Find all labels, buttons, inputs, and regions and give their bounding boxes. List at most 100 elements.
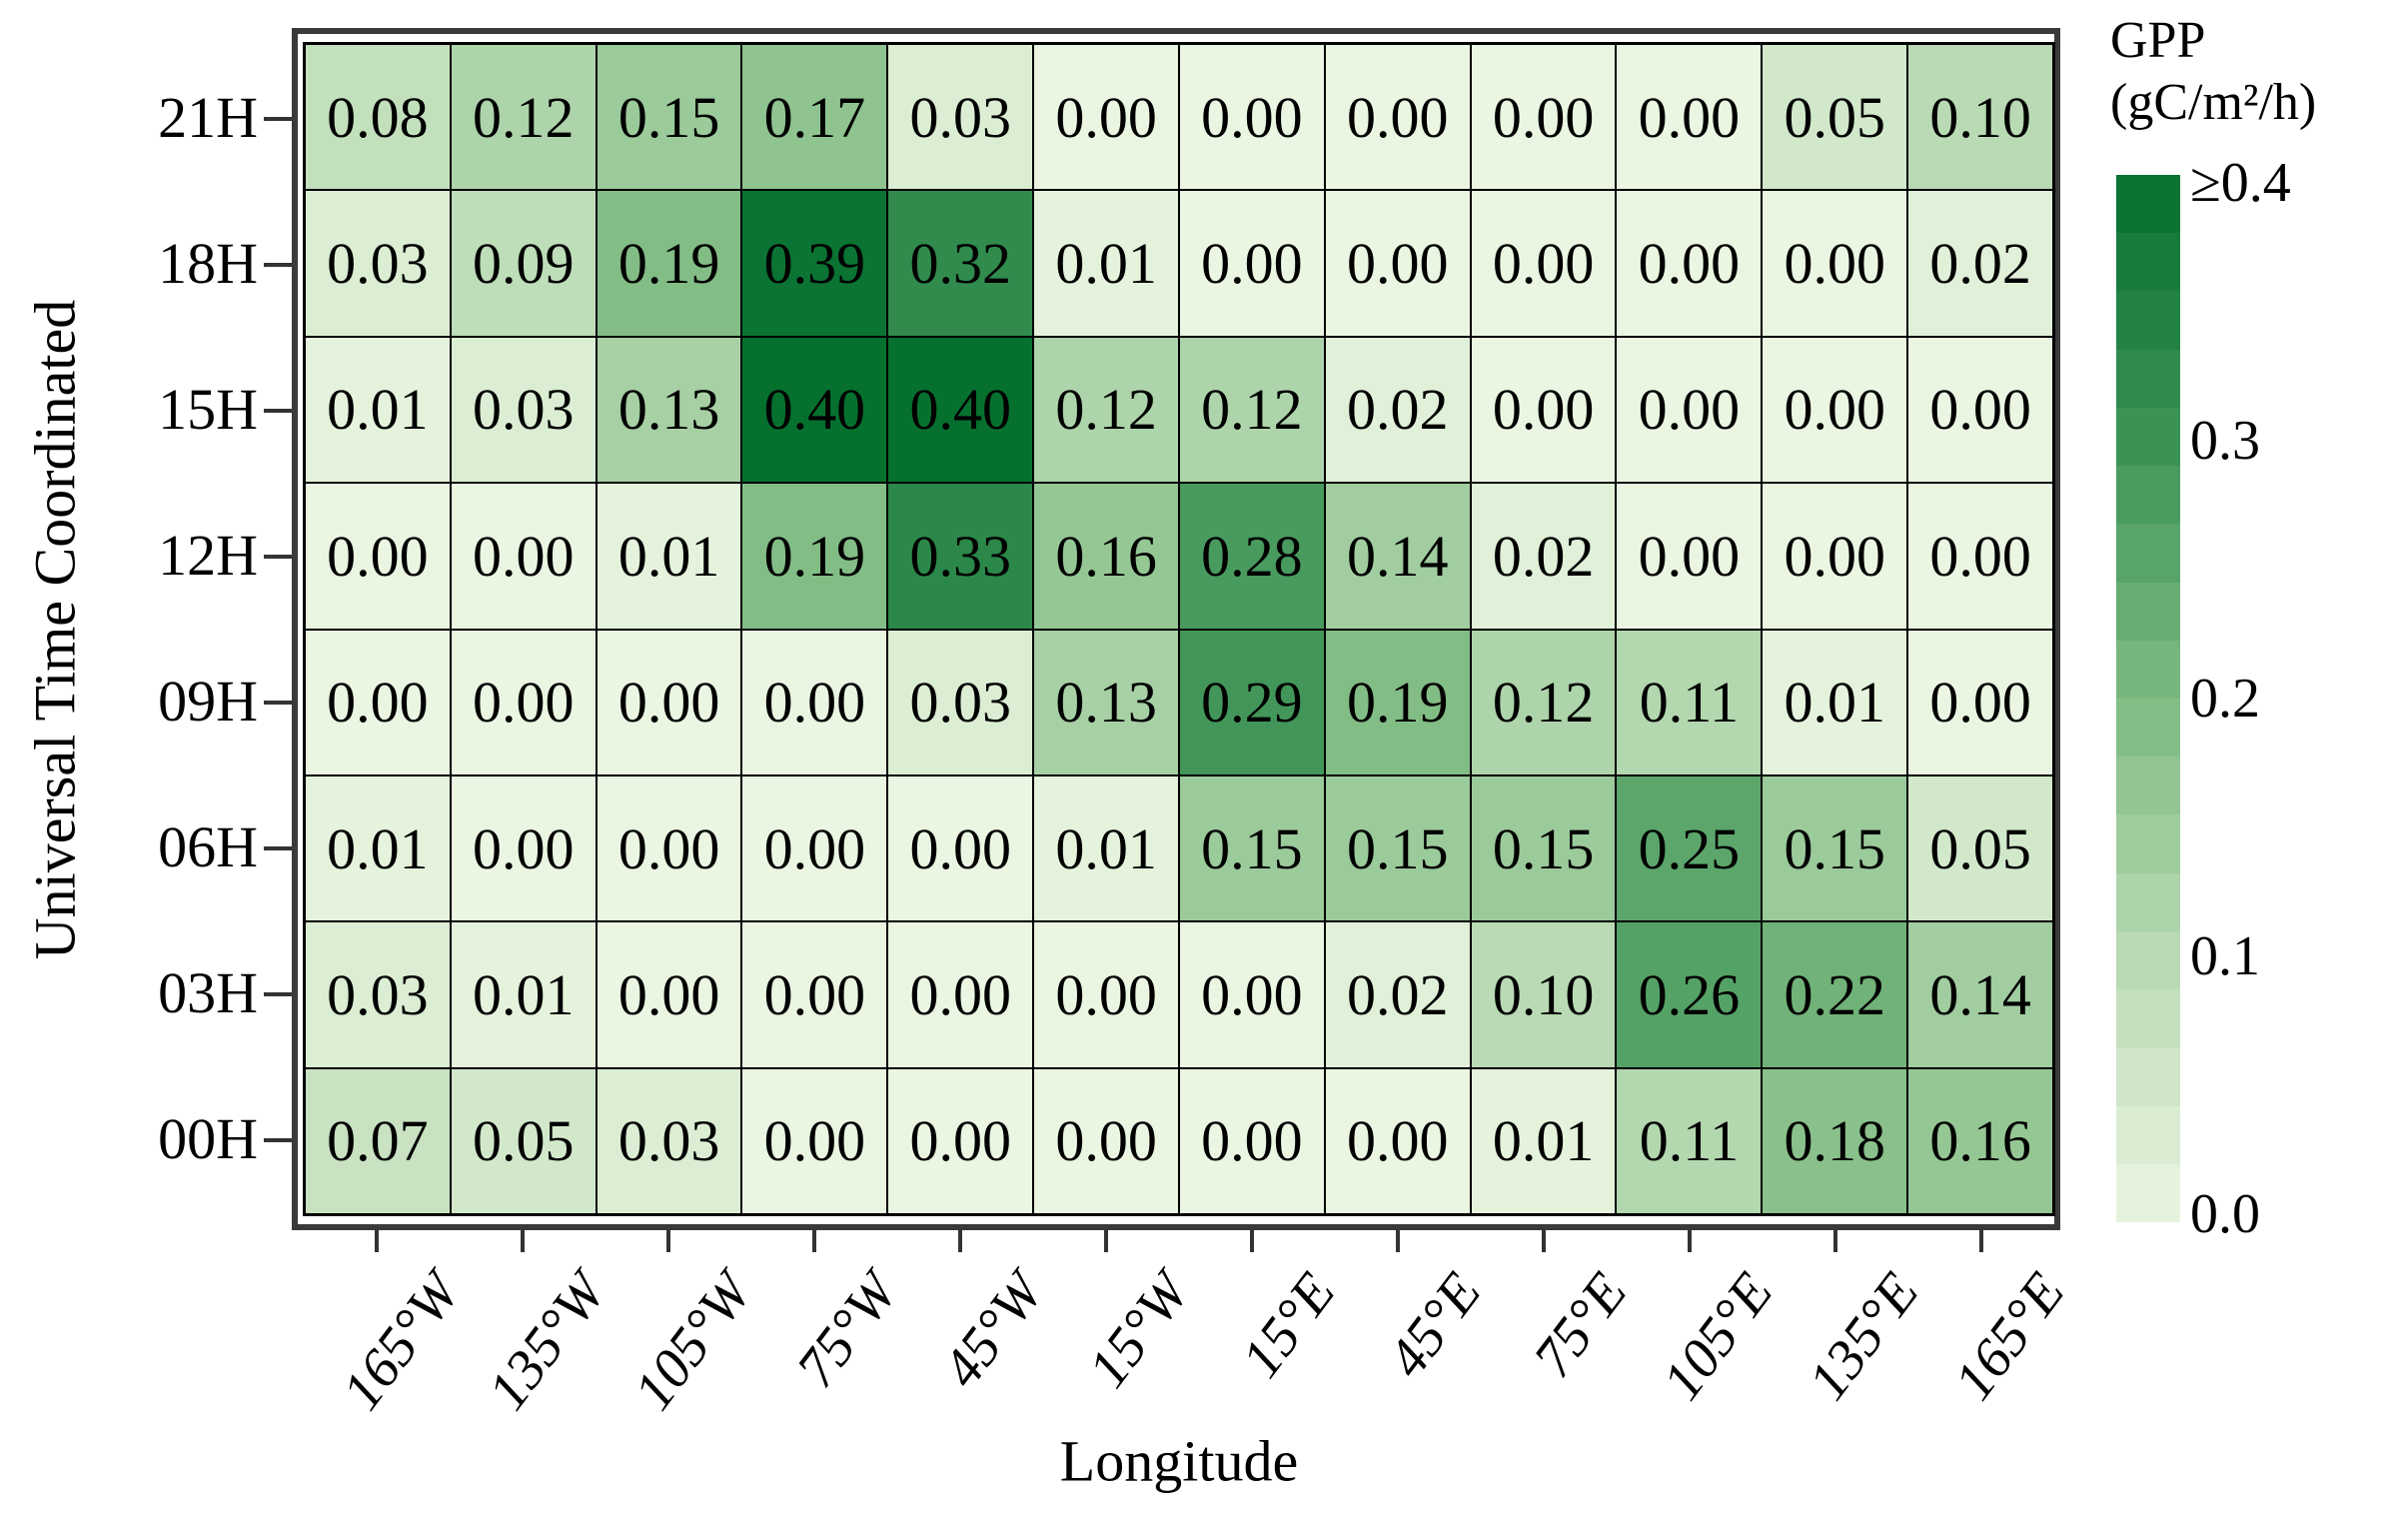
heatmap-cell: 0.00 (1908, 630, 2052, 774)
heatmap-grid: 0.08 0.12 0.15 0.17 0.03 0.00 0.00 0.00 0.00 0.00… (303, 42, 2055, 1216)
x-tick-mark (1979, 1230, 1983, 1252)
heatmap-cell: 0.03 (306, 191, 450, 336)
heatmap-cell: 0.10 (1908, 45, 2052, 190)
x-tick-mark (1542, 1230, 1546, 1252)
heatmap-cell: 0.00 (597, 922, 741, 1067)
colorbar-tick-label: 0.2 (2190, 668, 2260, 730)
heatmap-cell: 0.14 (1908, 922, 2052, 1067)
heatmap-cell: 0.00 (1034, 1068, 1178, 1213)
x-tick-label: 135°W (476, 1261, 618, 1422)
colorbar-step (2116, 757, 2180, 815)
heatmap-cell: 0.15 (1325, 775, 1470, 921)
heatmap-cell: 0.16 (1034, 484, 1178, 629)
heatmap-cell: 0.13 (1034, 630, 1178, 774)
heatmap-cell: 0.00 (1471, 337, 1616, 483)
heatmap-cell: 0.00 (597, 775, 741, 921)
x-tick-label: 75°E (1522, 1261, 1640, 1389)
heatmap-cell: 0.32 (888, 191, 1033, 336)
heatmap-cell: 0.03 (888, 630, 1033, 774)
colorbar-title-line2: (gC/m²/h) (2110, 74, 2317, 131)
heatmap-cell: 0.26 (1617, 922, 1762, 1067)
heatmap-cell: 0.00 (306, 630, 450, 774)
heatmap-cell: 0.15 (597, 45, 741, 190)
heatmap-cell: 0.00 (1617, 45, 1762, 190)
heatmap-cell: 0.01 (306, 337, 450, 483)
y-tick-label: 12H (158, 523, 258, 589)
heatmap-cell: 0.00 (1179, 1068, 1324, 1213)
x-tick-mark (1833, 1230, 1837, 1252)
heatmap-cell: 0.00 (888, 775, 1033, 921)
y-tick-label: 21H (158, 85, 258, 151)
heatmap-cell: 0.01 (451, 922, 596, 1067)
colorbar-tick-label: 0.0 (2190, 1183, 2260, 1245)
colorbar-step (2116, 175, 2180, 234)
colorbar-title: GPP (gC/m²/h) (2110, 10, 2316, 134)
heatmap-cell: 0.13 (597, 337, 741, 483)
x-tick-mark (1396, 1230, 1400, 1252)
heatmap-cell: 0.12 (1179, 337, 1324, 483)
y-tick-mark (264, 1138, 292, 1142)
colorbar (2116, 175, 2180, 1222)
heatmap-cell: 0.17 (742, 45, 887, 190)
heatmap-cell: 0.15 (1179, 775, 1324, 921)
heatmap-cell: 0.15 (1763, 775, 1907, 921)
x-tick-mark (812, 1230, 816, 1252)
colorbar-step (2116, 291, 2180, 350)
heatmap-cell: 0.00 (1763, 484, 1907, 629)
heatmap-cell: 0.12 (1471, 630, 1616, 774)
colorbar-step (2116, 1163, 2180, 1222)
heatmap-cell: 0.28 (1179, 484, 1324, 629)
heatmap-cell: 0.11 (1617, 1068, 1762, 1213)
heatmap-cell: 0.00 (451, 484, 596, 629)
heatmap-cell: 0.00 (1617, 191, 1762, 336)
heatmap-cell: 0.00 (1179, 45, 1324, 190)
x-axis-title: Longitude (1059, 1428, 1299, 1494)
heatmap-cell: 0.00 (1763, 191, 1907, 336)
heatmap-cell: 0.19 (597, 191, 741, 336)
colorbar-step (2116, 930, 2180, 990)
heatmap-cell: 0.02 (1471, 484, 1616, 629)
heatmap-cell: 0.02 (1325, 337, 1470, 483)
heatmap-cell: 0.00 (597, 630, 741, 774)
x-tick-label: 15°W (1076, 1261, 1202, 1399)
heatmap-cell: 0.01 (597, 484, 741, 629)
colorbar-step (2116, 582, 2180, 641)
heatmap-cell: 0.40 (888, 337, 1033, 483)
heatmap-cell: 0.14 (1325, 484, 1470, 629)
y-tick-label: 09H (158, 669, 258, 735)
y-tick-label: 15H (158, 377, 258, 443)
heatmap-cell: 0.00 (1908, 337, 2052, 483)
x-tick-mark (958, 1230, 962, 1252)
colorbar-tick-label: 0.1 (2190, 925, 2260, 987)
colorbar-step (2116, 698, 2180, 758)
heatmap-cell: 0.02 (1908, 191, 2052, 336)
heatmap-cell: 0.01 (306, 775, 450, 921)
x-tick-mark (1250, 1230, 1254, 1252)
heatmap-cell: 0.25 (1617, 775, 1762, 921)
heatmap-cell: 0.00 (1179, 191, 1324, 336)
heatmap-cell: 0.00 (1034, 922, 1178, 1067)
y-tick-mark (264, 555, 292, 559)
y-tick-mark (264, 701, 292, 705)
heatmap-cell: 0.05 (451, 1068, 596, 1213)
heatmap-cell: 0.00 (1471, 45, 1616, 190)
y-tick-label: 03H (158, 960, 258, 1026)
heatmap-cell: 0.15 (1471, 775, 1616, 921)
x-tick-label: 105°E (1651, 1261, 1786, 1412)
heatmap-cell: 0.00 (742, 922, 887, 1067)
heatmap-cell: 0.00 (888, 922, 1033, 1067)
y-tick-mark (264, 263, 292, 267)
heatmap-cell: 0.00 (888, 1068, 1033, 1213)
colorbar-step (2116, 466, 2180, 525)
y-axis-title: Universal Time Coordinated (22, 299, 88, 960)
heatmap-cell: 0.00 (1908, 484, 2052, 629)
heatmap-cell: 0.39 (742, 191, 887, 336)
heatmap-cell: 0.00 (1034, 45, 1178, 190)
heatmap-cell: 0.03 (451, 337, 596, 483)
heatmap-cell: 0.11 (1617, 630, 1762, 774)
colorbar-step (2116, 524, 2180, 583)
x-tick-mark (666, 1230, 670, 1252)
y-tick-mark (264, 409, 292, 413)
heatmap-cell: 0.29 (1179, 630, 1324, 774)
